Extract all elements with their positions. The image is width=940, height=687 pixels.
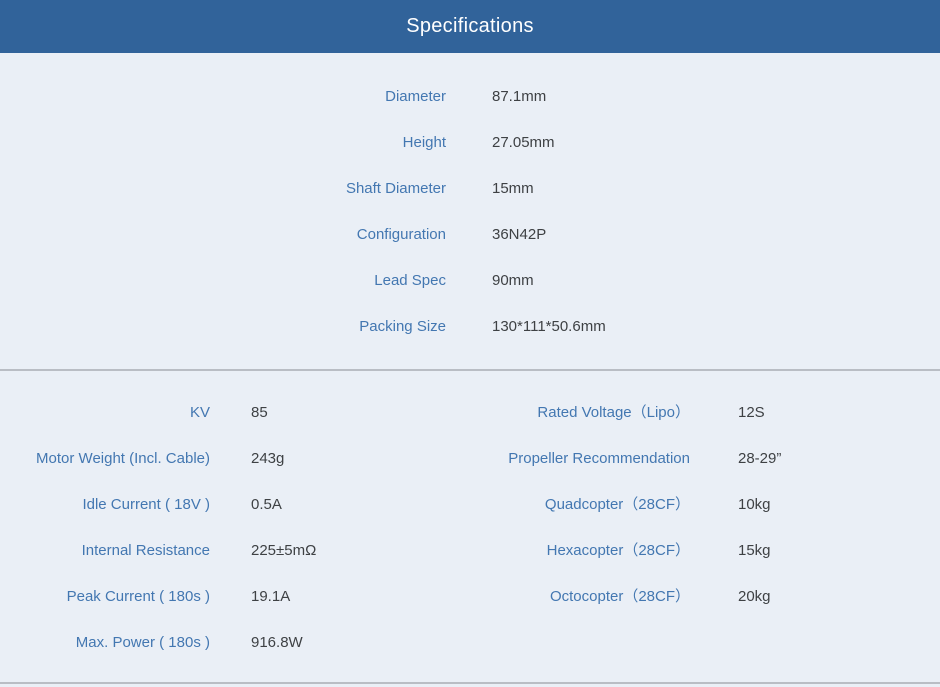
spec-value: 10kg <box>738 495 771 513</box>
spec-label: Lead Spec <box>374 271 446 289</box>
spec-value: 28-29” <box>738 449 782 467</box>
spec-row: Configuration 36N42P <box>0 211 940 257</box>
spec-row: Shaft Diameter 15mm <box>0 165 940 211</box>
spec-label: Propeller Recommendation <box>508 449 690 467</box>
spec-row: Propeller Recommendation 28-29” <box>470 435 940 481</box>
spec-value: 12S <box>738 403 765 421</box>
spec-value: 15kg <box>738 541 771 559</box>
spec-label: Configuration <box>356 225 446 243</box>
spec-label: Max. Power ( 180s ) <box>75 633 210 651</box>
spec-row: Packing Size 130*111*50.6mm <box>0 303 940 349</box>
spec-row: Hexacopter（28CF） 15kg <box>470 527 940 573</box>
spec-value: 225±5mΩ <box>251 541 317 559</box>
spec-value: 15mm <box>492 179 534 197</box>
spec-label: Motor Weight (Incl. Cable) <box>36 449 210 467</box>
spec-row: Motor Weight (Incl. Cable) 243g <box>0 435 470 481</box>
spec-row: KV 85 <box>0 389 470 435</box>
bottom-divider <box>0 682 940 684</box>
spec-label: Height <box>402 133 446 151</box>
spec-value: 243g <box>251 449 285 467</box>
performance-specs-section: KV 85 Motor Weight (Incl. Cable) 243g Idle C… <box>0 371 940 682</box>
spec-row: Lead Spec 90mm <box>0 257 940 303</box>
spec-row: Rated Voltage（Lipo） 12S <box>470 389 940 435</box>
spec-row: Diameter 87.1mm <box>0 73 940 119</box>
spec-value: 20kg <box>738 587 771 605</box>
general-specs-section: Diameter 87.1mm Height 27.05mm Shaft Diamete… <box>0 53 940 369</box>
spec-row: Peak Current ( 180s ) 19.1A <box>0 573 470 619</box>
spec-value: 85 <box>251 403 268 421</box>
spec-label: Hexacopter（28CF） <box>546 541 690 559</box>
specs-left-column: KV 85 Motor Weight (Incl. Cable) 243g Idle C… <box>0 389 470 665</box>
spec-value: 0.5A <box>251 495 282 513</box>
spec-label: Octocopter（28CF） <box>549 587 690 605</box>
spec-value: 19.1A <box>251 587 291 605</box>
spec-value: 90mm <box>492 271 534 289</box>
specifications-header-bar: Specifications <box>0 0 940 53</box>
spec-label: Quadcopter（28CF） <box>544 495 690 513</box>
spec-label: Shaft Diameter <box>345 179 446 197</box>
spec-label: Diameter <box>385 87 446 105</box>
spec-value: 130*111*50.6mm <box>492 317 606 335</box>
specs-right-column: Rated Voltage（Lipo） 12S Propeller Recommen… <box>470 389 940 665</box>
spec-value: 27.05mm <box>492 133 555 151</box>
spec-row: Max. Power ( 180s ) 916.8W <box>0 619 470 665</box>
spec-label: Peak Current ( 180s ) <box>66 587 210 605</box>
spec-row: Height 27.05mm <box>0 119 940 165</box>
spec-row: Quadcopter（28CF） 10kg <box>470 481 940 527</box>
spec-row: Octocopter（28CF） 20kg <box>470 573 940 619</box>
page-title: Specifications <box>406 15 534 37</box>
spec-row: Idle Current ( 18V ) 0.5A <box>0 481 470 527</box>
spec-label: Idle Current ( 18V ) <box>82 495 210 513</box>
spec-label: Rated Voltage（Lipo） <box>537 403 690 421</box>
spec-label: Packing Size <box>359 317 446 335</box>
spec-label: KV <box>189 403 210 421</box>
section-divider <box>0 369 940 371</box>
spec-value: 916.8W <box>251 633 303 651</box>
spec-row: Internal Resistance 225±5mΩ <box>0 527 470 573</box>
spec-label: Internal Resistance <box>81 541 210 559</box>
spec-value: 36N42P <box>492 225 547 243</box>
spec-value: 87.1mm <box>492 87 547 105</box>
